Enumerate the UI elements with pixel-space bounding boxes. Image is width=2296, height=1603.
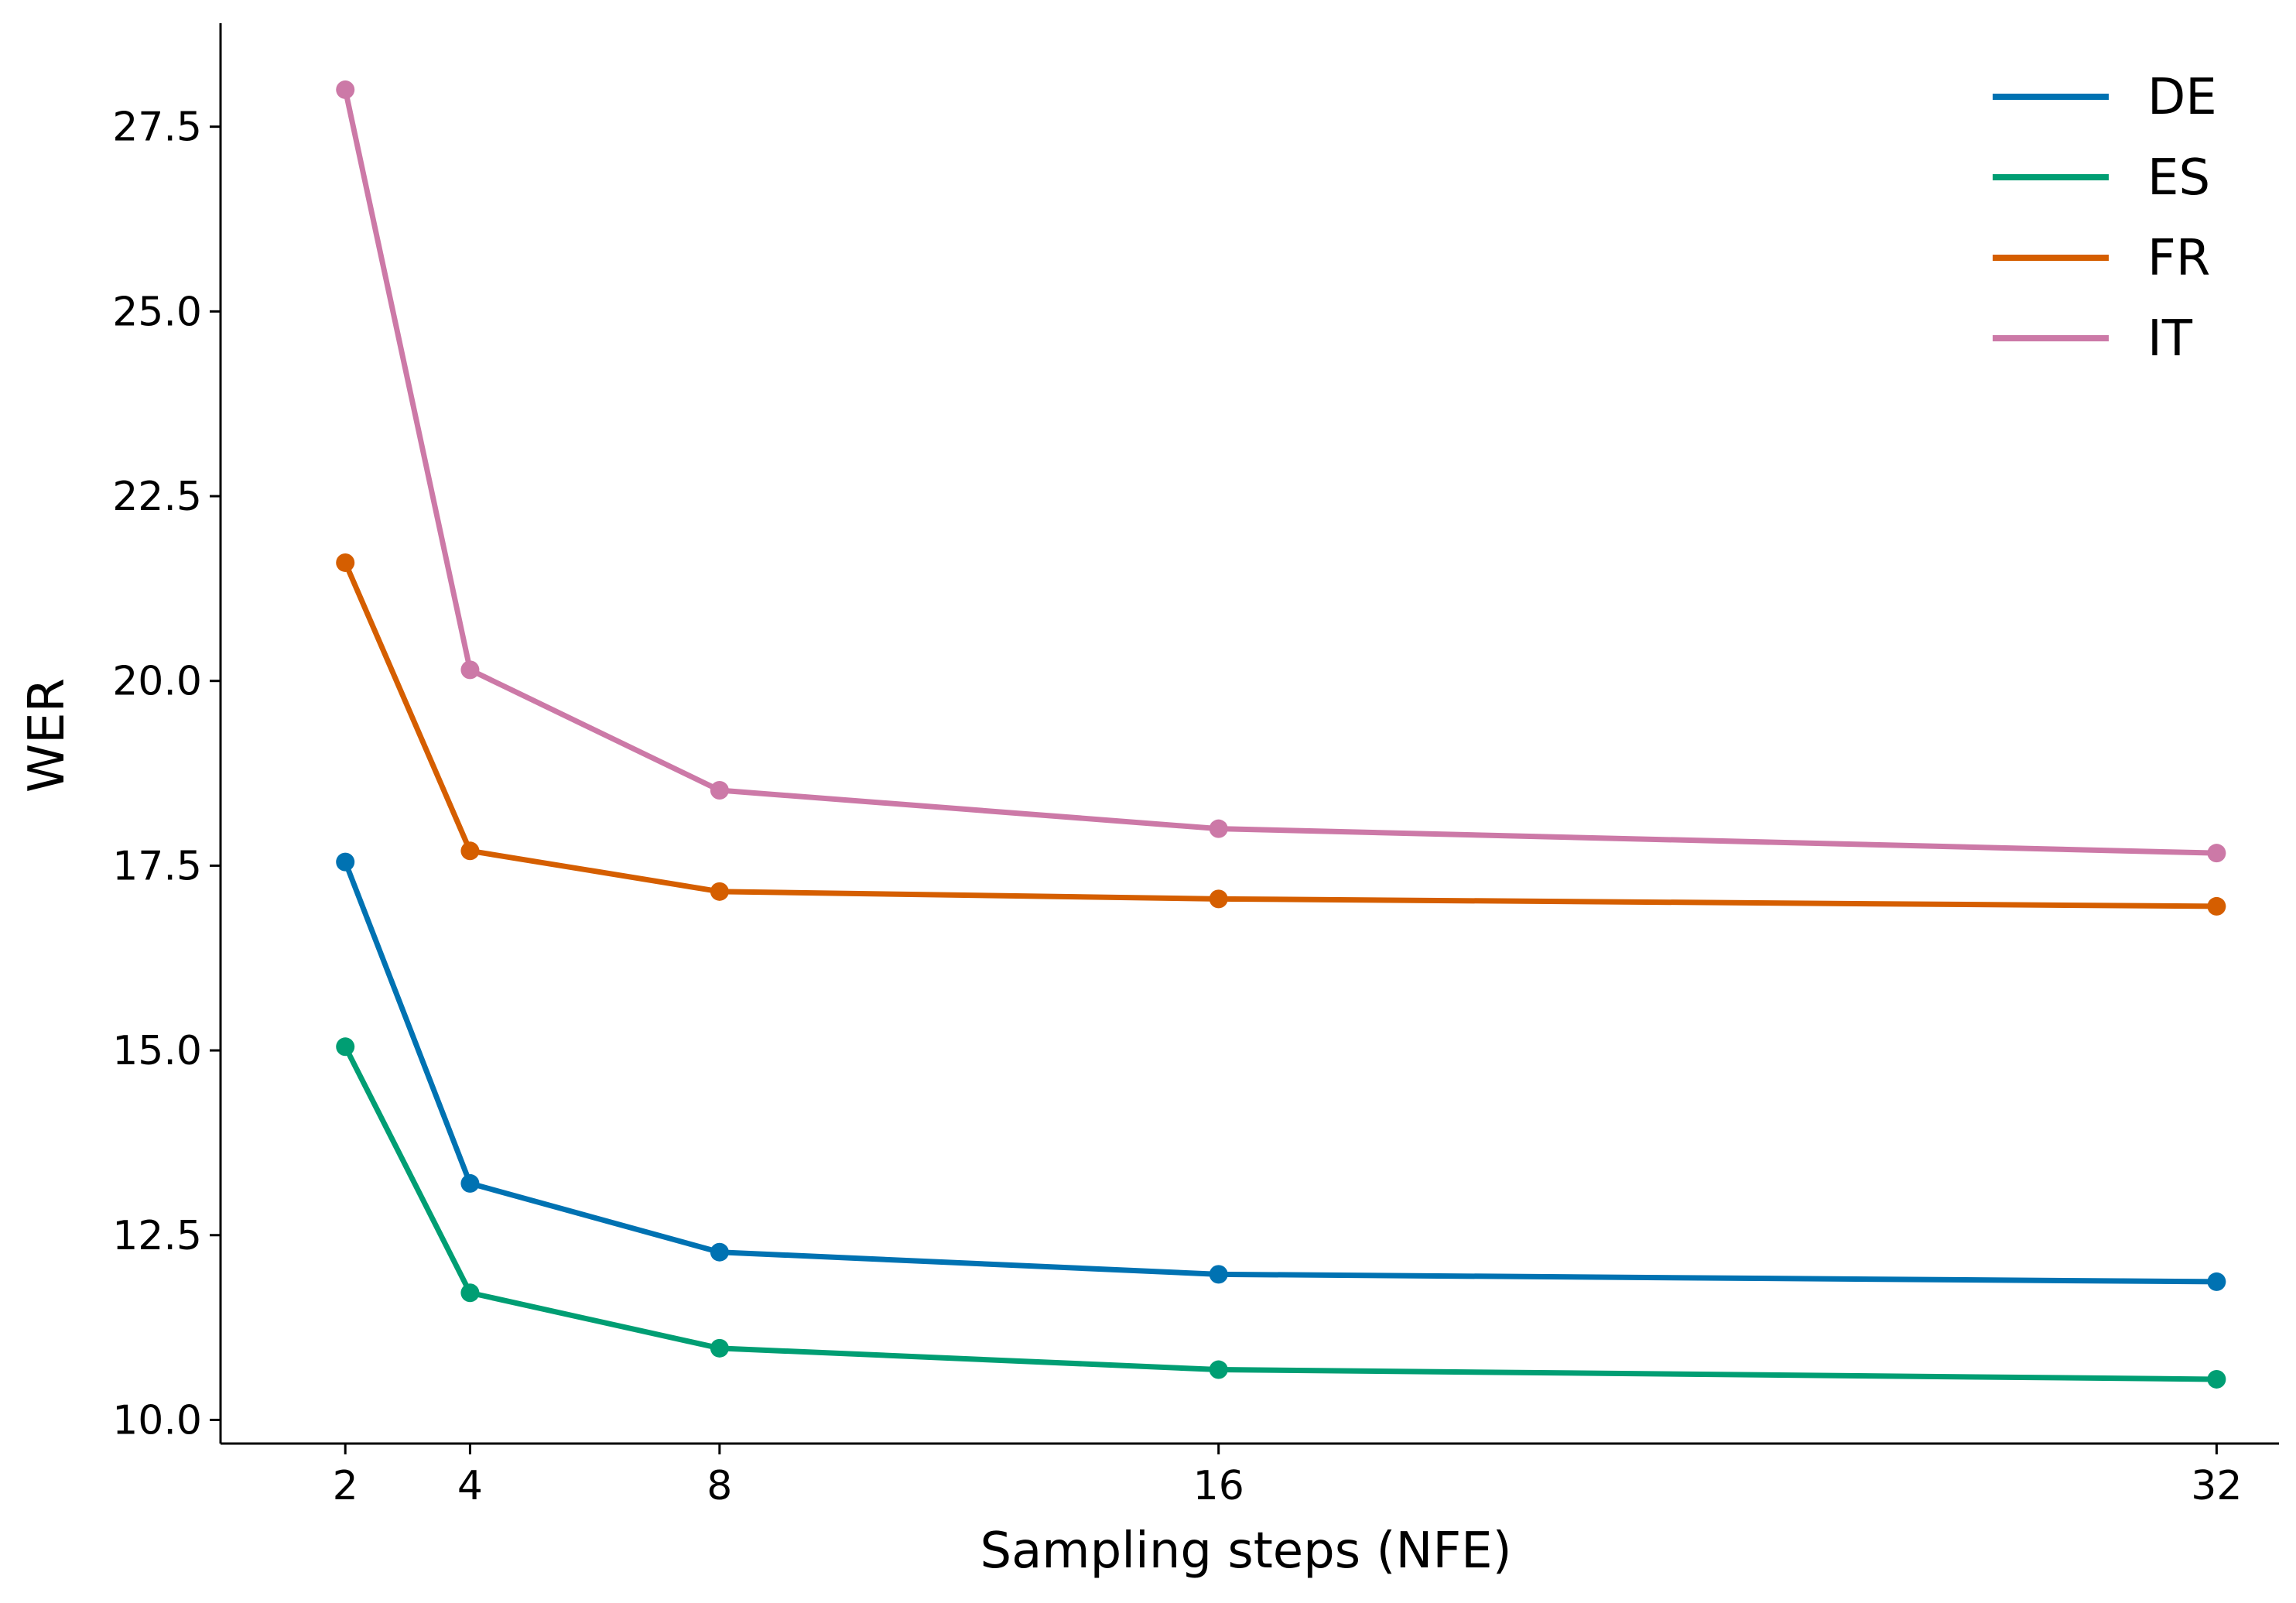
data-point-es bbox=[2207, 1369, 2226, 1389]
series-de bbox=[336, 852, 2226, 1291]
data-point-it bbox=[1209, 819, 1228, 838]
data-point-es bbox=[336, 1037, 355, 1057]
data-point-de bbox=[336, 852, 355, 872]
data-point-it bbox=[336, 80, 355, 99]
data-point-it bbox=[2207, 844, 2226, 863]
x-axis-title: Sampling steps (NFE) bbox=[980, 1523, 1511, 1580]
legend-label: FR bbox=[2147, 230, 2210, 287]
data-point-it bbox=[710, 781, 729, 800]
data-point-de bbox=[2207, 1272, 2226, 1291]
series-es bbox=[336, 1037, 2226, 1389]
y-axis-ticks: 10.0 12.5 15.0 17.5 20.0 22.5 25.0 27.5 bbox=[112, 104, 221, 1444]
series-fr bbox=[336, 553, 2226, 916]
legend: DE ES FR IT bbox=[1993, 69, 2217, 368]
y-tick-label: 10.0 bbox=[112, 1397, 202, 1444]
legend-item-es: ES bbox=[1993, 149, 2210, 207]
x-tick-label: 4 bbox=[457, 1463, 483, 1509]
x-tick-label: 8 bbox=[707, 1463, 732, 1509]
data-point-it bbox=[460, 660, 480, 680]
axes: 10.0 12.5 15.0 17.5 20.0 22.5 25.0 27.5 2 4 8 16 32 bbox=[112, 23, 2279, 1509]
legend-item-de: DE bbox=[1993, 69, 2217, 126]
legend-label: DE bbox=[2147, 69, 2217, 126]
x-axis-ticks: 2 4 8 16 32 bbox=[333, 1444, 2242, 1509]
data-point-fr bbox=[710, 882, 729, 901]
data-point-es bbox=[460, 1283, 480, 1303]
y-axis-title: WER bbox=[19, 678, 76, 793]
legend-item-fr: FR bbox=[1993, 230, 2210, 287]
data-point-es bbox=[1209, 1360, 1228, 1379]
legend-item-it: IT bbox=[1993, 310, 2193, 368]
data-point-de bbox=[710, 1242, 729, 1262]
legend-label: IT bbox=[2147, 310, 2193, 368]
data-point-fr bbox=[460, 841, 480, 861]
x-tick-label: 32 bbox=[2191, 1463, 2242, 1509]
y-tick-label: 22.5 bbox=[112, 474, 202, 520]
data-point-de bbox=[1209, 1265, 1228, 1284]
x-tick-label: 2 bbox=[333, 1463, 358, 1509]
data-point-fr bbox=[2207, 896, 2226, 916]
legend-label: ES bbox=[2147, 149, 2210, 207]
y-tick-label: 25.0 bbox=[112, 289, 202, 335]
y-tick-label: 20.0 bbox=[112, 659, 202, 705]
y-tick-label: 27.5 bbox=[112, 104, 202, 151]
data-point-es bbox=[710, 1338, 729, 1358]
series-group bbox=[336, 80, 2226, 1389]
data-point-fr bbox=[336, 553, 355, 572]
y-tick-label: 17.5 bbox=[112, 843, 202, 889]
y-tick-label: 12.5 bbox=[112, 1213, 202, 1259]
data-point-fr bbox=[1209, 889, 1228, 909]
series-it bbox=[336, 80, 2226, 863]
data-point-de bbox=[460, 1173, 480, 1193]
x-tick-label: 16 bbox=[1193, 1463, 1244, 1509]
y-tick-label: 15.0 bbox=[112, 1028, 202, 1074]
